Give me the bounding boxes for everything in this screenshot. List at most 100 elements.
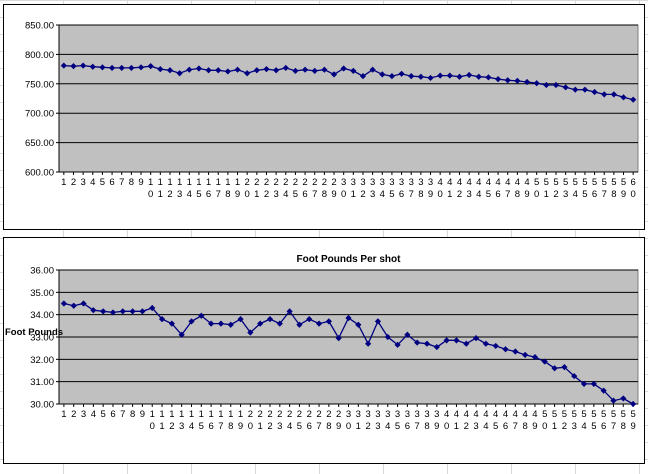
data-point <box>379 71 386 78</box>
data-point <box>485 74 492 81</box>
data-point <box>340 65 347 72</box>
x-tick-label: 7 <box>119 177 124 188</box>
data-point <box>301 66 309 73</box>
data-point <box>178 331 185 338</box>
data-point <box>244 70 251 77</box>
velocity-chart[interactable]: 600.00 650.00 700.00 750.00 800.00 850.00 1 2 3 4… <box>3 4 645 230</box>
data-point <box>562 84 569 91</box>
y-tick-label: 36.00 <box>30 266 54 277</box>
data-point <box>147 63 154 70</box>
data-point <box>80 62 87 69</box>
foot-pounds-chart[interactable]: 30.00 31.00 32.00 33.00 34.00 35.00 36.00 1 2 3 4 5… <box>3 237 645 464</box>
data-point <box>263 66 270 73</box>
data-point <box>630 96 637 103</box>
chart-title: Foot Pounds Per shot <box>297 254 402 265</box>
data-point <box>572 86 579 93</box>
data-point <box>355 321 362 328</box>
data-point <box>234 66 241 73</box>
y-tick-label: 35.00 <box>30 288 54 299</box>
y-tick-label: 33.00 <box>30 333 54 344</box>
data-point <box>523 78 531 86</box>
data-point <box>157 66 164 73</box>
x-tick-label: 5 <box>101 409 106 420</box>
data-point <box>417 73 424 80</box>
data-point <box>158 316 166 323</box>
data-point <box>427 74 434 82</box>
data-point <box>404 331 411 338</box>
x-tick-label: 8 <box>129 177 134 188</box>
x-tick-label: 1 <box>61 177 66 188</box>
data-point <box>108 64 116 72</box>
data-point <box>205 67 212 74</box>
x-tick-label: 3 <box>80 177 85 188</box>
data-point <box>186 66 193 73</box>
data-point <box>296 321 303 328</box>
data-point <box>286 308 293 315</box>
y-tick-label: 800.00 <box>25 50 54 61</box>
data-point <box>345 314 352 322</box>
data-point <box>350 67 357 74</box>
data-point <box>227 321 234 328</box>
data-point <box>456 73 463 80</box>
data-point <box>543 81 550 89</box>
y-tick-label: 650.00 <box>25 138 54 149</box>
data-point <box>610 91 617 98</box>
x-tick-label: 3 <box>81 409 86 420</box>
data-point <box>195 65 203 72</box>
data-point <box>89 63 96 70</box>
data-point <box>306 316 313 323</box>
data-point <box>70 63 77 70</box>
x-tick-label: 2 <box>71 409 76 420</box>
data-point <box>282 64 289 72</box>
data-point <box>325 318 332 325</box>
data-point <box>100 308 107 315</box>
data-point <box>475 73 482 80</box>
data-point <box>176 70 183 77</box>
x-tick-label: 4 <box>91 409 96 420</box>
data-point <box>512 348 519 355</box>
data-point <box>166 67 174 74</box>
